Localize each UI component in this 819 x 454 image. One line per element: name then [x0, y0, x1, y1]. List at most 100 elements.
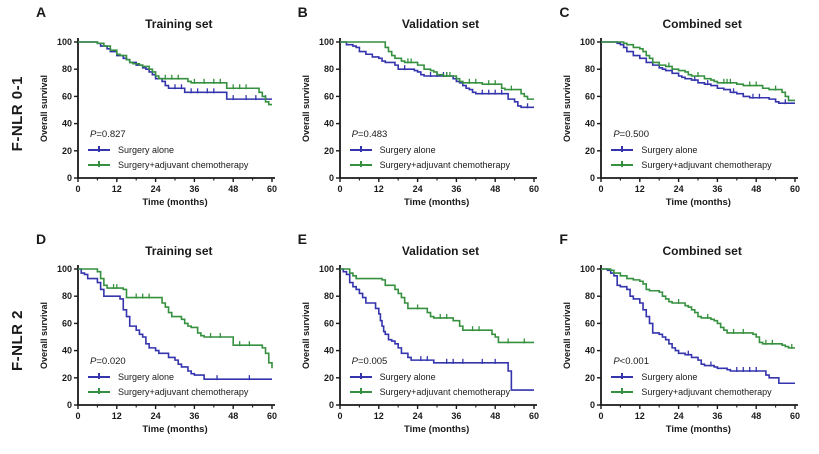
- svg-text:36: 36: [189, 411, 199, 421]
- svg-text:100: 100: [580, 264, 595, 274]
- svg-text:0: 0: [329, 400, 334, 410]
- survival-plot: 0 20 40 60 80 100 0 12 24 36 48 60: [57, 264, 277, 421]
- legend-label: Surgery+adjuvant chemotherapy: [379, 386, 510, 397]
- survival-plot: 0 20 40 60 80 100 0 12 24 36 48 60: [319, 264, 539, 421]
- legend-item-surgery-alone: Surgery alone: [88, 142, 248, 157]
- p-value: P=0.500: [613, 129, 649, 140]
- panel-d: D Training set Overall survival 0 20 40 60 8…: [34, 227, 296, 454]
- legend-label: Surgery+adjuvant chemotherapy: [641, 159, 772, 170]
- svg-text:80: 80: [62, 291, 72, 301]
- legend: Surgery alone Surgery+adjuvant chemother…: [611, 369, 772, 399]
- survival-plot: 0 20 40 60 80 100 0 12 24 36 48 60: [580, 264, 800, 421]
- svg-text:40: 40: [585, 119, 595, 129]
- svg-text:60: 60: [529, 411, 539, 421]
- svg-text:80: 80: [62, 64, 72, 74]
- panel-letter: D: [36, 231, 47, 247]
- svg-text:48: 48: [752, 411, 762, 421]
- panel-letter: B: [297, 4, 308, 20]
- svg-text:20: 20: [585, 373, 595, 383]
- legend-key-icon: [88, 387, 110, 394]
- svg-text:60: 60: [324, 91, 334, 101]
- svg-text:36: 36: [189, 184, 199, 194]
- svg-text:80: 80: [585, 291, 595, 301]
- x-axis-label: Time (months): [404, 197, 470, 208]
- svg-text:60: 60: [529, 184, 539, 194]
- svg-text:80: 80: [585, 64, 595, 74]
- legend-key-icon: [611, 160, 634, 167]
- svg-text:20: 20: [324, 373, 334, 383]
- p-value: P=0.005: [351, 356, 388, 367]
- y-axis-label: Overall survival: [562, 75, 573, 143]
- svg-text:48: 48: [490, 184, 500, 194]
- legend-item-adjuvant: Surgery+adjuvant chemotherapy: [611, 157, 772, 172]
- legend-label: Surgery+adjuvant chemotherapy: [641, 386, 772, 397]
- legend-key-icon: [611, 145, 634, 152]
- svg-text:80: 80: [324, 291, 334, 301]
- svg-text:24: 24: [151, 411, 161, 421]
- y-axis-label: Overall survival: [300, 75, 311, 143]
- svg-text:60: 60: [267, 184, 277, 194]
- legend-label: Surgery+adjuvant chemotherapy: [118, 159, 249, 170]
- svg-text:60: 60: [585, 91, 595, 101]
- legend-label: Surgery alone: [118, 371, 175, 382]
- panel-title: Combined set: [662, 17, 742, 31]
- legend-item-adjuvant: Surgery+adjuvant chemotherapy: [88, 384, 248, 399]
- row-label-fnlr-2: F-NLR 2: [0, 227, 34, 454]
- legend-item-surgery-alone: Surgery alone: [611, 369, 771, 384]
- panel-title: Training set: [145, 244, 213, 258]
- svg-text:12: 12: [373, 184, 383, 194]
- svg-text:24: 24: [412, 411, 422, 421]
- panel-e: E Validation set Overall survival 0 20 40 6…: [296, 227, 558, 454]
- svg-text:40: 40: [324, 119, 334, 129]
- p-value: P<0.001: [613, 356, 649, 367]
- legend: Surgery alone Surgery+adjuvant chemother…: [88, 369, 248, 399]
- y-axis-label: Overall survival: [300, 302, 311, 370]
- legend-key-icon: [611, 387, 634, 394]
- svg-text:36: 36: [451, 184, 461, 194]
- legend-item-surgery-alone: Surgery alone: [611, 142, 771, 157]
- svg-text:0: 0: [67, 173, 72, 183]
- svg-text:0: 0: [599, 184, 604, 194]
- legend-key-icon: [349, 387, 372, 394]
- svg-text:12: 12: [112, 184, 122, 194]
- legend-label: Surgery alone: [641, 371, 698, 382]
- legend-key-icon: [349, 145, 372, 152]
- svg-text:24: 24: [412, 184, 422, 194]
- legend: Surgery alone Surgery+adjuvant chemother…: [88, 142, 248, 172]
- legend-label: Surgery alone: [379, 371, 436, 382]
- panel-b: B Validation set Overall survival 0 20 40 6…: [296, 0, 558, 227]
- legend-item-surgery-alone: Surgery alone: [349, 369, 510, 384]
- svg-text:24: 24: [674, 411, 684, 421]
- row-label-fnlr-0-1: F-NLR 0-1: [0, 0, 34, 227]
- svg-text:60: 60: [62, 318, 72, 328]
- svg-text:48: 48: [490, 411, 500, 421]
- svg-text:100: 100: [319, 37, 334, 47]
- svg-text:0: 0: [67, 400, 72, 410]
- svg-text:36: 36: [451, 411, 461, 421]
- legend-key-icon: [611, 372, 634, 379]
- svg-text:36: 36: [713, 411, 723, 421]
- legend: Surgery alone Surgery+adjuvant chemother…: [349, 142, 510, 172]
- svg-text:24: 24: [674, 184, 684, 194]
- legend-key-icon: [88, 160, 110, 167]
- svg-text:36: 36: [713, 184, 723, 194]
- svg-text:100: 100: [57, 264, 72, 274]
- legend-label: Surgery alone: [379, 144, 436, 155]
- survival-plot: 0 20 40 60 80 100 0 12 24 36 48 60: [57, 37, 277, 194]
- svg-text:60: 60: [62, 91, 72, 101]
- svg-text:100: 100: [580, 37, 595, 47]
- svg-text:0: 0: [590, 400, 595, 410]
- survival-plot: 0 20 40 60 80 100 0 12 24 36 48 60: [580, 37, 800, 194]
- svg-text:40: 40: [324, 346, 334, 356]
- survival-plot: 0 20 40 60 80 100 0 12 24 36 48 60: [319, 37, 539, 194]
- svg-text:40: 40: [62, 119, 72, 129]
- y-axis-label: Overall survival: [39, 302, 49, 370]
- legend-label: Surgery+adjuvant chemotherapy: [379, 159, 510, 170]
- legend-key-icon: [349, 372, 372, 379]
- legend-key-icon: [349, 160, 372, 167]
- legend-item-adjuvant: Surgery+adjuvant chemotherapy: [88, 157, 248, 172]
- svg-text:12: 12: [373, 411, 383, 421]
- x-axis-label: Time (months): [665, 197, 731, 208]
- svg-text:60: 60: [324, 318, 334, 328]
